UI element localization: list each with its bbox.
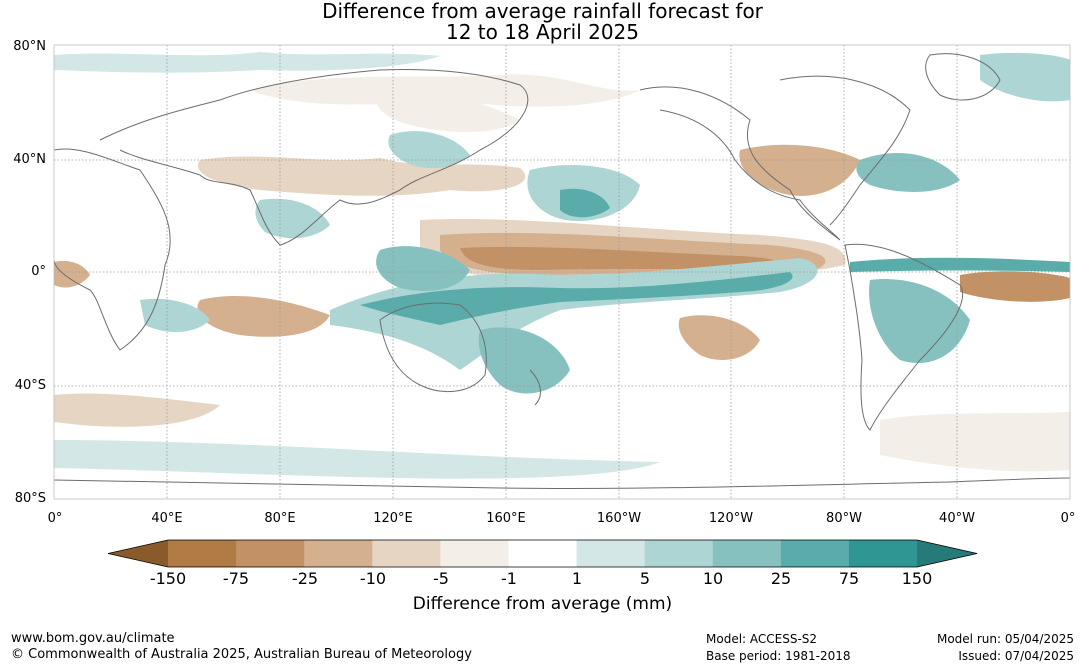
colorbar-tick-minus-10: -10	[359, 569, 387, 588]
lon-label-120w: 120°W	[708, 511, 754, 526]
colorbar-swatches	[107, 539, 978, 568]
wet-region-tasman	[478, 327, 570, 394]
colorbar-tick-25: 25	[770, 569, 792, 588]
lat-label-80s: 80°S	[14, 491, 46, 506]
coastline-south-america	[844, 243, 964, 431]
lon-label-40e: 40°E	[151, 511, 183, 526]
lon-label-40w: 40°W	[939, 511, 975, 526]
colorbar-tick-minus-1: -1	[501, 569, 517, 588]
footer-model-run: Model run: 05/04/2025	[936, 632, 1074, 646]
wet-region-maritime-continent	[376, 246, 470, 291]
wet-region-south-america	[869, 279, 970, 364]
footer-copyright: © Commonwealth of Australia 2025, Austra…	[11, 647, 472, 662]
colorbar-tick-5: 5	[639, 569, 651, 588]
drier-regions	[54, 74, 1070, 472]
colorbar-swatch	[168, 540, 237, 567]
colorbar-swatch	[236, 540, 305, 567]
colorbar-swatch	[440, 540, 509, 567]
colorbar-tick-minus-150: -150	[149, 569, 187, 588]
anomaly-fields	[54, 52, 1070, 479]
lon-label-120e: 120°E	[373, 511, 413, 526]
map-frame	[53, 44, 1071, 500]
colorbar-tick-10: 10	[702, 569, 724, 588]
colorbar-tick-minus-25: -25	[291, 569, 319, 588]
lon-label-0-east: 0°	[1060, 511, 1076, 526]
wetter-regions	[54, 52, 1070, 479]
colorbar-swatch	[372, 540, 441, 567]
coastline-australia	[379, 302, 487, 393]
dry-region-equatorial-pacific-core	[460, 246, 780, 270]
colorbar-swatch	[712, 540, 782, 567]
lat-label-40s: 40°S	[14, 378, 46, 393]
lon-label-0-west: 0°	[47, 511, 63, 526]
lat-label-80n: 80°N	[13, 39, 46, 54]
footer-model: Model: ACCESS-S2	[706, 632, 818, 646]
dry-region-north-america	[739, 144, 860, 196]
colorbar-tick-minus-75: -75	[222, 569, 250, 588]
dry-region-south-atlantic	[960, 271, 1070, 302]
footer-base-period: Base period: 1981-2018	[706, 649, 851, 663]
coastline-north-america-east	[779, 75, 911, 226]
colorbar-swatch	[849, 540, 918, 567]
lat-label-40n: 40°N	[13, 152, 46, 167]
colorbar-label: Difference from average (mm)	[412, 594, 673, 614]
colorbar-extend-low	[108, 540, 168, 567]
wet-region-east-asia	[388, 131, 470, 169]
lat-label-0: 0°	[31, 264, 46, 279]
footer-website: www.bom.gov.au/climate	[11, 631, 175, 646]
wet-region-south-indian	[140, 298, 210, 332]
footer-issued: Issued: 07/04/2025	[958, 649, 1074, 663]
coastline-eurasia	[99, 69, 529, 246]
colorbar-swatch	[508, 540, 578, 567]
colorbar-tick-150: 150	[901, 569, 933, 588]
colorbar-swatch	[780, 540, 850, 567]
wet-region-southern-ocean	[54, 440, 660, 479]
colorbar	[107, 539, 978, 568]
colorbar-tick-75: 75	[838, 569, 860, 588]
wet-region-west-pacific	[255, 198, 330, 239]
map-title-line-1: Difference from average rainfall forecas…	[322, 0, 763, 23]
colorbar-tick-1: 1	[571, 569, 583, 588]
dry-region-west-africa	[54, 260, 90, 288]
map-title-line-2: 12 to 18 April 2025	[445, 20, 640, 44]
wet-region-north-atlantic	[856, 152, 960, 192]
wet-region-equatorial-atlantic	[850, 257, 1070, 272]
colorbar-swatch	[576, 540, 646, 567]
colorbar-swatch	[304, 540, 373, 567]
coastline-africa	[54, 148, 171, 351]
colorbar-swatch	[644, 540, 714, 567]
wet-region-greenland	[980, 52, 1070, 102]
colorbar-tick-minus-5: -5	[433, 569, 449, 588]
coastline-greenland	[925, 53, 1001, 101]
dry-region-central-asia	[376, 91, 520, 132]
dry-region-south-pacific	[678, 315, 760, 360]
colorbar-outline	[107, 539, 978, 568]
lon-label-80w: 80°W	[826, 511, 862, 526]
coastline-new-zealand	[529, 369, 541, 406]
dry-region-southern-ocean-west	[54, 393, 220, 427]
dry-region-southern-ocean-east	[880, 412, 1070, 472]
graticule	[54, 45, 1070, 499]
lon-label-160w: 160°W	[596, 511, 642, 526]
coastline-north-america	[639, 86, 841, 241]
rainfall-anomaly-map	[53, 44, 1071, 500]
dry-region-north-pacific	[250, 74, 640, 107]
coastline-antarctica	[54, 477, 1070, 489]
wet-region-arctic	[54, 52, 440, 73]
wet-region-north-pacific-core	[560, 188, 610, 218]
coastlines	[54, 53, 1070, 489]
dry-region-indian-ocean	[197, 295, 330, 337]
lon-label-80e: 80°E	[264, 511, 296, 526]
lon-label-160e: 160°E	[486, 511, 526, 526]
colorbar-extend-high	[917, 540, 978, 567]
